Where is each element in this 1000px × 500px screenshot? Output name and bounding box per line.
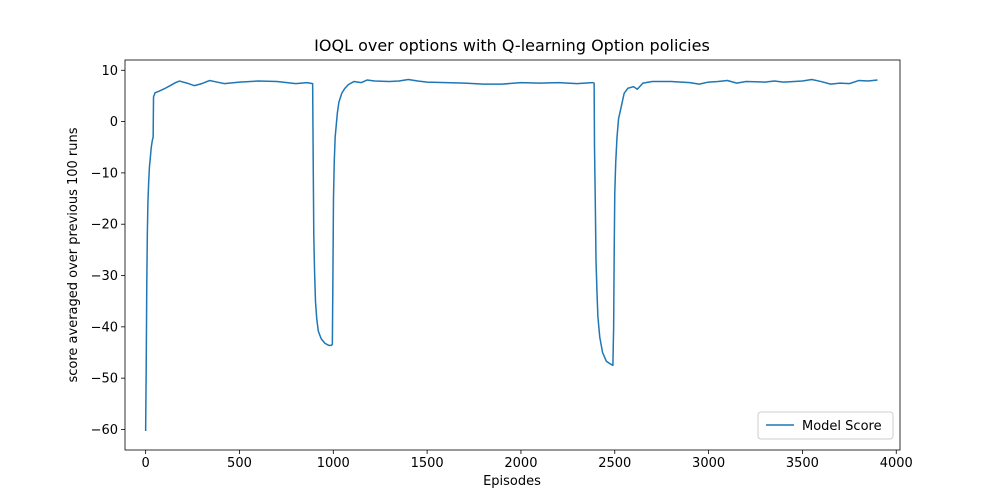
y-tick-label: −40 <box>91 320 118 335</box>
x-tick-label: 3000 <box>692 456 725 471</box>
y-axis-title: score averaged over previous 100 runs <box>66 127 81 382</box>
x-tick-label: 1000 <box>317 456 350 471</box>
y-tick-label: −50 <box>91 372 118 387</box>
legend: Model Score <box>757 411 894 440</box>
x-tick-label: 4000 <box>880 456 913 471</box>
x-tick-label: 1500 <box>411 456 444 471</box>
y-tick-label: 0 <box>110 115 118 130</box>
y-tick-label: −20 <box>91 218 118 233</box>
y-tick-label: −30 <box>91 269 118 284</box>
x-tick-label: 500 <box>227 456 252 471</box>
axes-frame <box>124 59 901 451</box>
y-tick-label: −10 <box>91 166 118 181</box>
chart-title: IOQL over options with Q-learning Option… <box>314 36 710 55</box>
x-tick-label: 2500 <box>598 456 631 471</box>
legend-label: Model Score <box>802 419 882 434</box>
legend-frame <box>757 411 894 440</box>
x-tick-label: 0 <box>142 456 150 471</box>
x-tick-label: 2000 <box>504 456 537 471</box>
plot-area <box>124 59 901 451</box>
axis-ticks: 0 500 1000 1500 2000 2500 3000 3500 4000 10 0 −10 −2… <box>91 64 913 471</box>
x-tick-label: 3500 <box>786 456 819 471</box>
series-line-model-score <box>144 78 878 432</box>
y-tick-label: −60 <box>91 423 118 438</box>
x-axis-title: Episodes <box>483 474 541 489</box>
y-tick-label: 10 <box>101 64 118 79</box>
